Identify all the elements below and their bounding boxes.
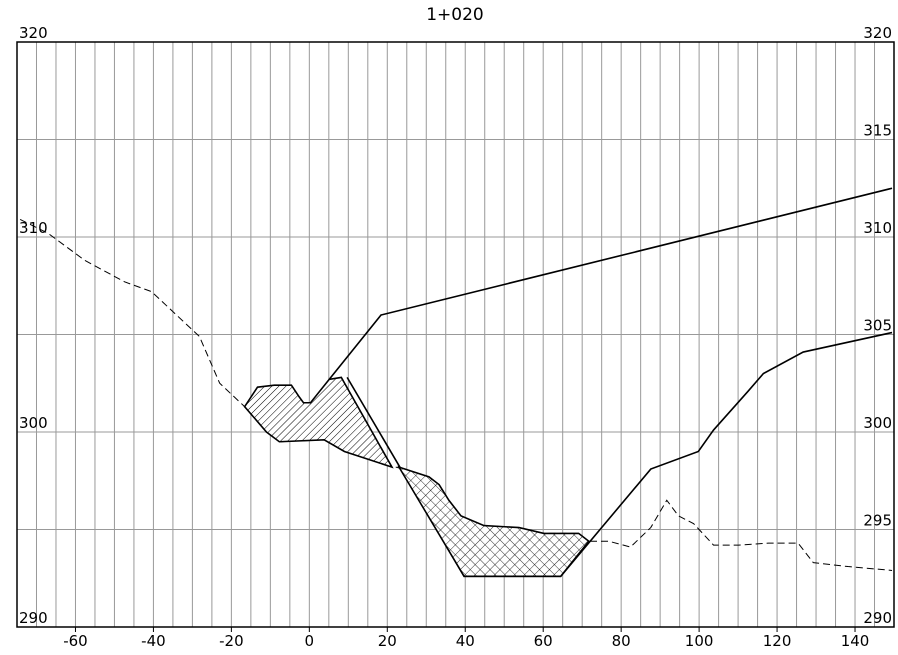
design-line	[346, 331, 893, 578]
x-tick-label: 80	[612, 632, 631, 650]
y2-tick-label: 315	[863, 122, 892, 140]
hatched-area	[397, 465, 590, 578]
x-tick-label: -60	[63, 632, 88, 650]
y-tick-label: 300	[19, 414, 48, 432]
hatched-area	[243, 376, 394, 469]
x-tick-label: -20	[219, 632, 244, 650]
x-tick-label: 20	[378, 632, 397, 650]
y2-tick-label: 295	[863, 512, 892, 530]
y2-tick-label: 320	[863, 24, 892, 42]
chart-title: 1+020	[426, 5, 484, 25]
y2-tick-label: 300	[863, 414, 892, 432]
x-tick-label: -40	[141, 632, 166, 650]
x-tick-label: 100	[685, 632, 714, 650]
x-tick-label: 0	[305, 632, 315, 650]
x-tick-label: 40	[456, 632, 475, 650]
design-line	[328, 187, 893, 380]
y-tick-label: 320	[19, 24, 48, 42]
x-tick-label: 60	[534, 632, 553, 650]
x-tick-label: 140	[841, 632, 870, 650]
plot-frame	[16, 41, 895, 628]
y2-tick-label: 290	[863, 609, 892, 627]
x-tick-label: 120	[763, 632, 792, 650]
y-tick-label: 310	[19, 219, 48, 237]
y2-tick-label: 310	[863, 219, 892, 237]
y-tick-label: 290	[19, 609, 48, 627]
y2-tick-label: 305	[863, 317, 892, 335]
